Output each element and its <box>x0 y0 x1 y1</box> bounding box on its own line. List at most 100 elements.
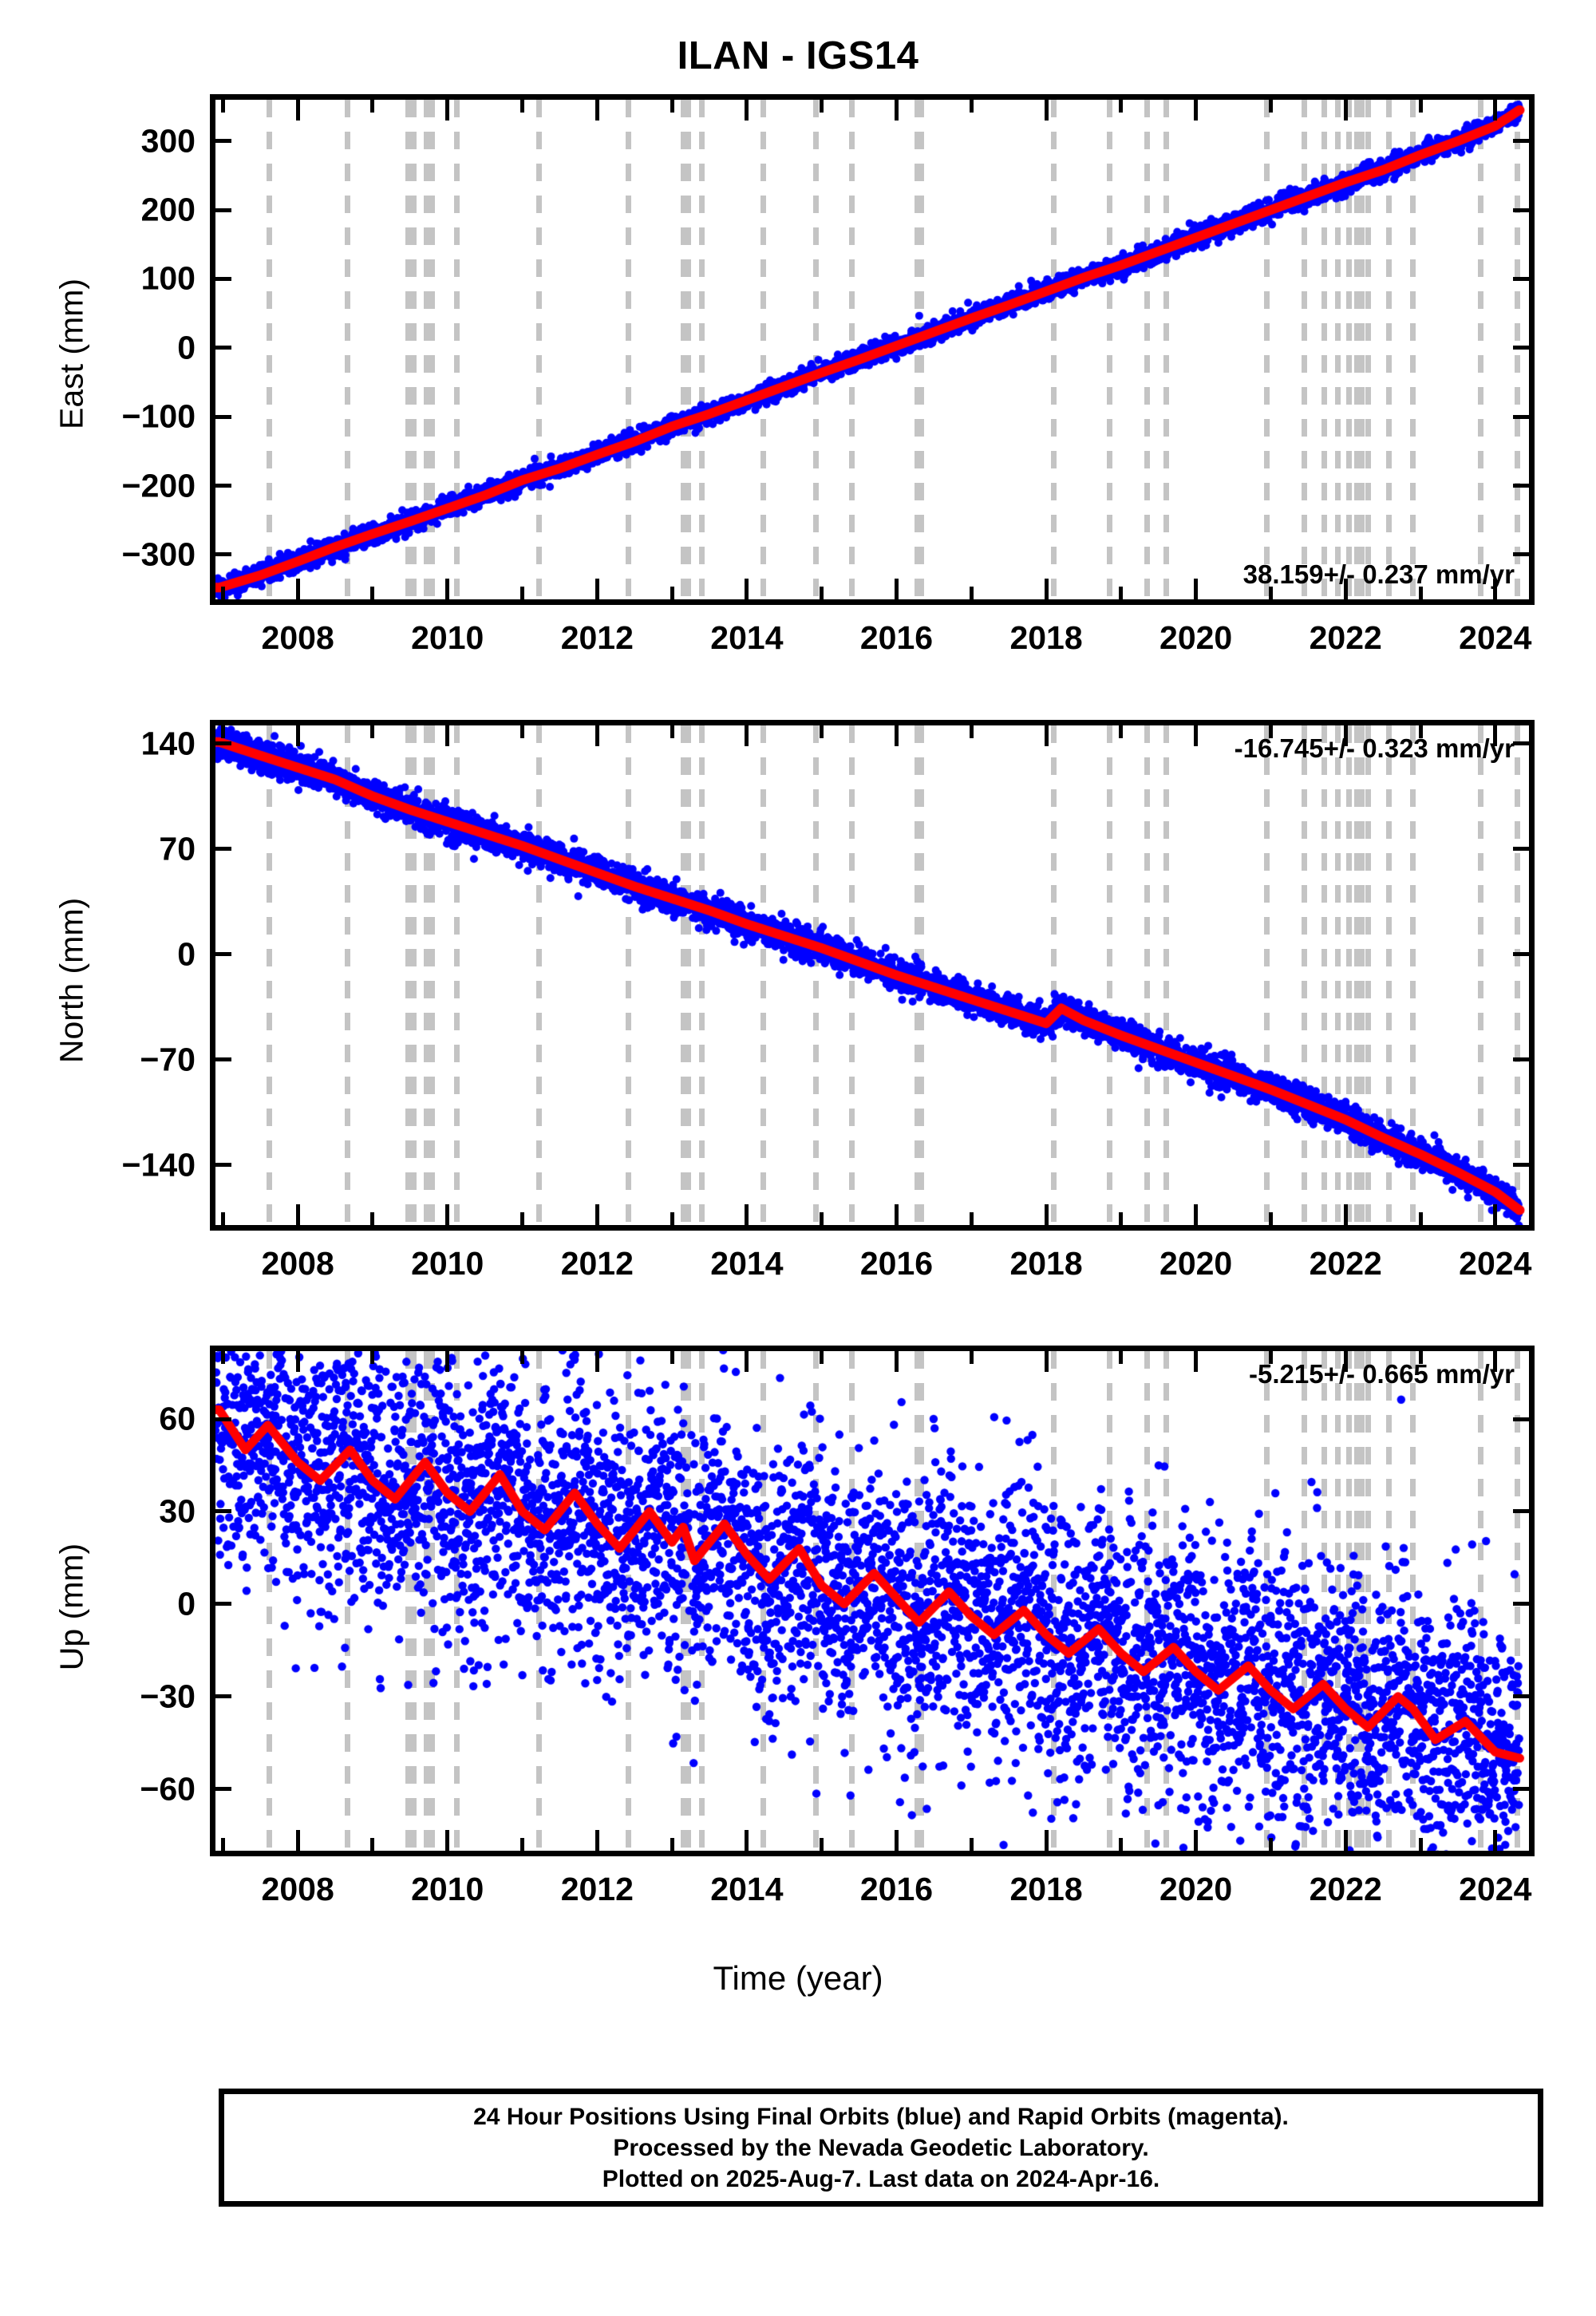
x-tick-mark-minor <box>1119 100 1124 113</box>
north-plot-area <box>215 725 1529 1225</box>
x-tick-label: 2018 <box>1009 1871 1083 1907</box>
y-tick-mark <box>1513 1602 1529 1607</box>
x-tick-label: 2018 <box>1009 1245 1083 1282</box>
x-tick-mark-minor <box>969 1351 974 1364</box>
x-tick-mark-minor <box>220 725 225 738</box>
x-tick-mark-minor <box>820 1838 824 1851</box>
x-tick-mark-minor <box>370 1351 375 1364</box>
footer-line-1: 24 Hour Positions Using Final Orbits (bl… <box>473 2103 1289 2130</box>
x-tick-mark-minor <box>370 100 375 113</box>
x-tick-mark-major <box>1194 1351 1199 1372</box>
east-rate-annotation: 38.159+/- 0.237 mm/yr <box>1242 559 1515 589</box>
north-panel: -16.745+/- 0.323 mm/yr <box>210 720 1535 1231</box>
y-tick-mark <box>215 1602 231 1607</box>
x-tick-mark-minor <box>220 587 225 599</box>
x-tick-label: 2010 <box>411 619 484 656</box>
x-tick-mark-major <box>1044 1351 1049 1372</box>
x-tick-mark-minor <box>969 1212 974 1225</box>
x-tick-mark-major <box>595 725 599 746</box>
x-tick-label: 2024 <box>1459 1245 1532 1282</box>
y-tick-mark <box>1513 952 1529 957</box>
x-tick-label: 2020 <box>1159 1245 1233 1282</box>
up-plot-area <box>215 1351 1529 1851</box>
y-tick-mark <box>215 552 231 557</box>
x-tick-mark-minor <box>820 1212 824 1225</box>
y-tick-mark <box>215 207 231 212</box>
x-tick-mark-major <box>1343 579 1348 599</box>
x-tick-mark-minor <box>220 100 225 113</box>
x-tick-mark-minor <box>520 100 525 113</box>
y-tick-label: −200 <box>121 467 196 504</box>
x-tick-label: 2014 <box>710 1871 784 1907</box>
x-tick-label: 2022 <box>1309 1245 1382 1282</box>
x-tick-mark-minor <box>1268 1838 1273 1851</box>
y-tick-mark <box>215 346 231 350</box>
x-tick-mark-minor <box>1119 1838 1124 1851</box>
x-tick-mark-major <box>445 725 450 746</box>
y-tick-mark <box>1513 552 1529 557</box>
y-tick-mark <box>1513 1057 1529 1062</box>
y-tick-mark <box>1513 139 1529 144</box>
x-tick-mark-minor <box>1268 1212 1273 1225</box>
x-tick-mark-minor <box>969 725 974 738</box>
x-tick-mark-minor <box>370 725 375 738</box>
x-tick-mark-major <box>1194 579 1199 599</box>
y-tick-mark <box>215 414 231 419</box>
x-tick-label: 2020 <box>1159 1871 1233 1907</box>
x-tick-mark-minor <box>1119 1351 1124 1364</box>
y-tick-label: 0 <box>177 935 196 973</box>
x-tick-mark-major <box>1044 1204 1049 1225</box>
x-tick-label: 2024 <box>1459 619 1532 656</box>
x-tick-label: 2016 <box>859 1871 934 1907</box>
x-tick-mark-major <box>1343 1351 1348 1372</box>
east-data-plot <box>215 100 1529 599</box>
y-tick-label: −140 <box>121 1146 196 1184</box>
x-tick-label: 2012 <box>560 1245 634 1282</box>
x-tick-mark-minor <box>670 1838 674 1851</box>
x-tick-mark-minor <box>670 100 674 113</box>
up-panel: -5.215+/- 0.665 mm/yr <box>210 1346 1535 1856</box>
x-tick-mark-major <box>295 579 300 599</box>
x-tick-mark-minor <box>520 587 525 599</box>
y-tick-label: 100 <box>140 259 196 297</box>
x-tick-mark-major <box>295 1351 300 1372</box>
footer-caption-box: 24 Hour Positions Using Final Orbits (bl… <box>219 2089 1543 2207</box>
x-axis-title: Time (year) <box>713 1959 883 1997</box>
y-tick-mark <box>215 1057 231 1062</box>
y-tick-label: 70 <box>159 830 196 868</box>
x-tick-mark-minor <box>1119 1212 1124 1225</box>
y-tick-mark <box>215 741 231 746</box>
x-tick-mark-minor <box>220 1838 225 1851</box>
x-tick-mark-major <box>894 1204 899 1225</box>
east-axis-title: East (mm) <box>53 278 90 430</box>
x-tick-mark-minor <box>520 1212 525 1225</box>
x-tick-mark-major <box>295 725 300 746</box>
y-tick-label: −60 <box>140 1770 196 1808</box>
x-tick-mark-major <box>745 579 749 599</box>
x-tick-mark-minor <box>670 1212 674 1225</box>
y-tick-mark <box>215 847 231 852</box>
x-tick-mark-major <box>1343 1830 1348 1851</box>
x-tick-mark-minor <box>670 587 674 599</box>
y-tick-mark <box>1513 346 1529 350</box>
x-tick-mark-major <box>445 1830 450 1851</box>
y-tick-mark <box>1513 847 1529 852</box>
y-tick-label: −30 <box>140 1678 196 1715</box>
y-tick-label: −70 <box>140 1041 196 1078</box>
y-tick-mark <box>215 484 231 488</box>
east-panel: 38.159+/- 0.237 mm/yr <box>210 94 1535 605</box>
y-tick-mark <box>215 1163 231 1168</box>
x-tick-mark-minor <box>820 1351 824 1364</box>
x-tick-mark-minor <box>220 1351 225 1364</box>
y-tick-label: 60 <box>159 1400 196 1437</box>
y-tick-mark <box>1513 414 1529 419</box>
x-tick-mark-major <box>1493 1830 1498 1851</box>
x-tick-mark-minor <box>1418 1351 1423 1364</box>
x-tick-mark-major <box>1194 1204 1199 1225</box>
y-tick-label: −100 <box>121 397 196 435</box>
x-tick-mark-major <box>745 1830 749 1851</box>
y-tick-mark <box>1513 741 1529 746</box>
y-tick-mark <box>1513 276 1529 281</box>
x-tick-mark-major <box>595 100 599 121</box>
